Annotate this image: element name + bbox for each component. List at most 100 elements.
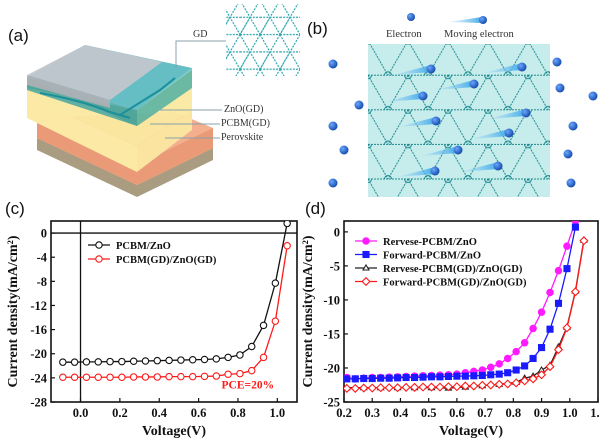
data-point (563, 265, 571, 273)
data-point (129, 357, 138, 366)
data-point (435, 382, 445, 392)
data-point (470, 372, 478, 380)
data-point (188, 372, 197, 381)
panel-label-d: (d) (305, 199, 326, 218)
data-point (385, 374, 393, 382)
data-point (177, 372, 185, 381)
data-point (546, 325, 554, 333)
electron-icon (339, 145, 349, 155)
data-point (460, 381, 470, 391)
data-point (271, 279, 280, 287)
x-tick-label: 1.0 (562, 406, 578, 420)
data-point (487, 371, 495, 379)
data-point (212, 372, 221, 380)
x-tick-label: 0.8 (230, 406, 246, 420)
electron-icon (517, 62, 527, 72)
y-tick-label: -10 (323, 293, 340, 307)
data-point (469, 381, 479, 391)
y-tick-label: -4 (37, 251, 48, 265)
data-point (224, 353, 232, 362)
legend-label: Forward-PCBM(GD)/ZnO(GD) (383, 278, 527, 289)
x-axis-label: Voltage(V) (439, 424, 503, 439)
y-tick-label: -15 (323, 327, 340, 341)
glass-layer (27, 45, 162, 108)
x-tick-label: 0.4 (393, 406, 409, 420)
data-point (436, 373, 444, 381)
data-point (494, 379, 504, 389)
electron-trail (420, 146, 458, 156)
data-point (477, 380, 487, 390)
y-tick-label: -5 (330, 259, 340, 273)
data-point (512, 366, 520, 374)
data-point (554, 266, 563, 275)
x-tick-label: 0.2 (112, 406, 128, 420)
legend-marker (95, 241, 103, 249)
electron-icon (504, 128, 514, 138)
data-point (546, 288, 554, 297)
data-point (529, 354, 537, 363)
data-point (177, 356, 185, 364)
data-point (376, 383, 386, 393)
jv-chart-d: 0.2 0.3 0.4 0.5 0.6 0.7 0.8 0.9 1.0 1.1 0 -5 -10 -15 -… (301, 220, 600, 439)
data-point (402, 373, 410, 382)
data-point (461, 372, 469, 380)
electron-legend-label: Electron (386, 29, 422, 40)
jv-chart-c: 0.0 0.2 0.4 0.6 0.8 1.0 0 -4 -8 -12 -16 -20 -24 -28 Vo… (6, 220, 298, 439)
y-tick-label: 0 (334, 225, 340, 239)
legend-label: Forward-PCBM/ZnO (383, 251, 481, 262)
data-point (118, 373, 126, 382)
electron-trail (471, 129, 509, 139)
data-point (545, 362, 555, 372)
electron-trail (393, 65, 431, 75)
data-point (188, 356, 197, 364)
x-tick-label: 1.1 (590, 406, 600, 420)
data-point (165, 356, 173, 365)
data-point (118, 357, 126, 366)
x-tick-label: 0.5 (421, 406, 437, 420)
pcbm-gd-label: PCBM(GD) (221, 118, 270, 129)
electron-icon (328, 178, 338, 188)
data-point (153, 356, 162, 365)
data-point (283, 221, 291, 228)
data-point (419, 373, 427, 381)
y-tick-label: -16 (30, 323, 47, 337)
data-point (141, 373, 150, 381)
electrons (328, 57, 598, 188)
data-point (344, 383, 352, 393)
data-point (141, 357, 150, 365)
legend-label: PCBM(GD)/ZnO(GD) (116, 255, 217, 266)
electron-icon (328, 121, 338, 131)
data-point (351, 375, 359, 383)
electron-icon (469, 79, 479, 89)
series-line-0 (346, 221, 577, 380)
data-point (579, 236, 589, 246)
data-point (259, 353, 268, 362)
data-point (411, 373, 419, 382)
electron-icon (354, 100, 364, 110)
electron-trail (484, 63, 522, 73)
y-tick-label: -20 (323, 361, 340, 375)
data-point (418, 382, 428, 392)
data-point (571, 221, 580, 225)
layer-leader-lines (150, 109, 222, 139)
data-point (212, 355, 221, 363)
data-point (562, 323, 572, 333)
data-point (368, 374, 376, 383)
data-point (520, 339, 529, 347)
data-point (570, 287, 581, 297)
data-point (165, 372, 173, 381)
data-point (70, 373, 79, 382)
data-point (82, 358, 91, 366)
data-point (153, 373, 162, 381)
y-tick-label: -20 (30, 347, 47, 361)
y-axis-label: Current density(mA/cm²) (6, 235, 21, 387)
y-tick-label: 0 (41, 227, 47, 241)
gd-label: GD (193, 29, 208, 40)
electron-trail (397, 167, 435, 177)
data-point (529, 324, 537, 333)
electron-trail (488, 109, 526, 119)
data-point (70, 358, 79, 366)
data-point (129, 373, 138, 381)
x-tick-label: 0.6 (449, 406, 465, 420)
data-point (283, 241, 291, 250)
